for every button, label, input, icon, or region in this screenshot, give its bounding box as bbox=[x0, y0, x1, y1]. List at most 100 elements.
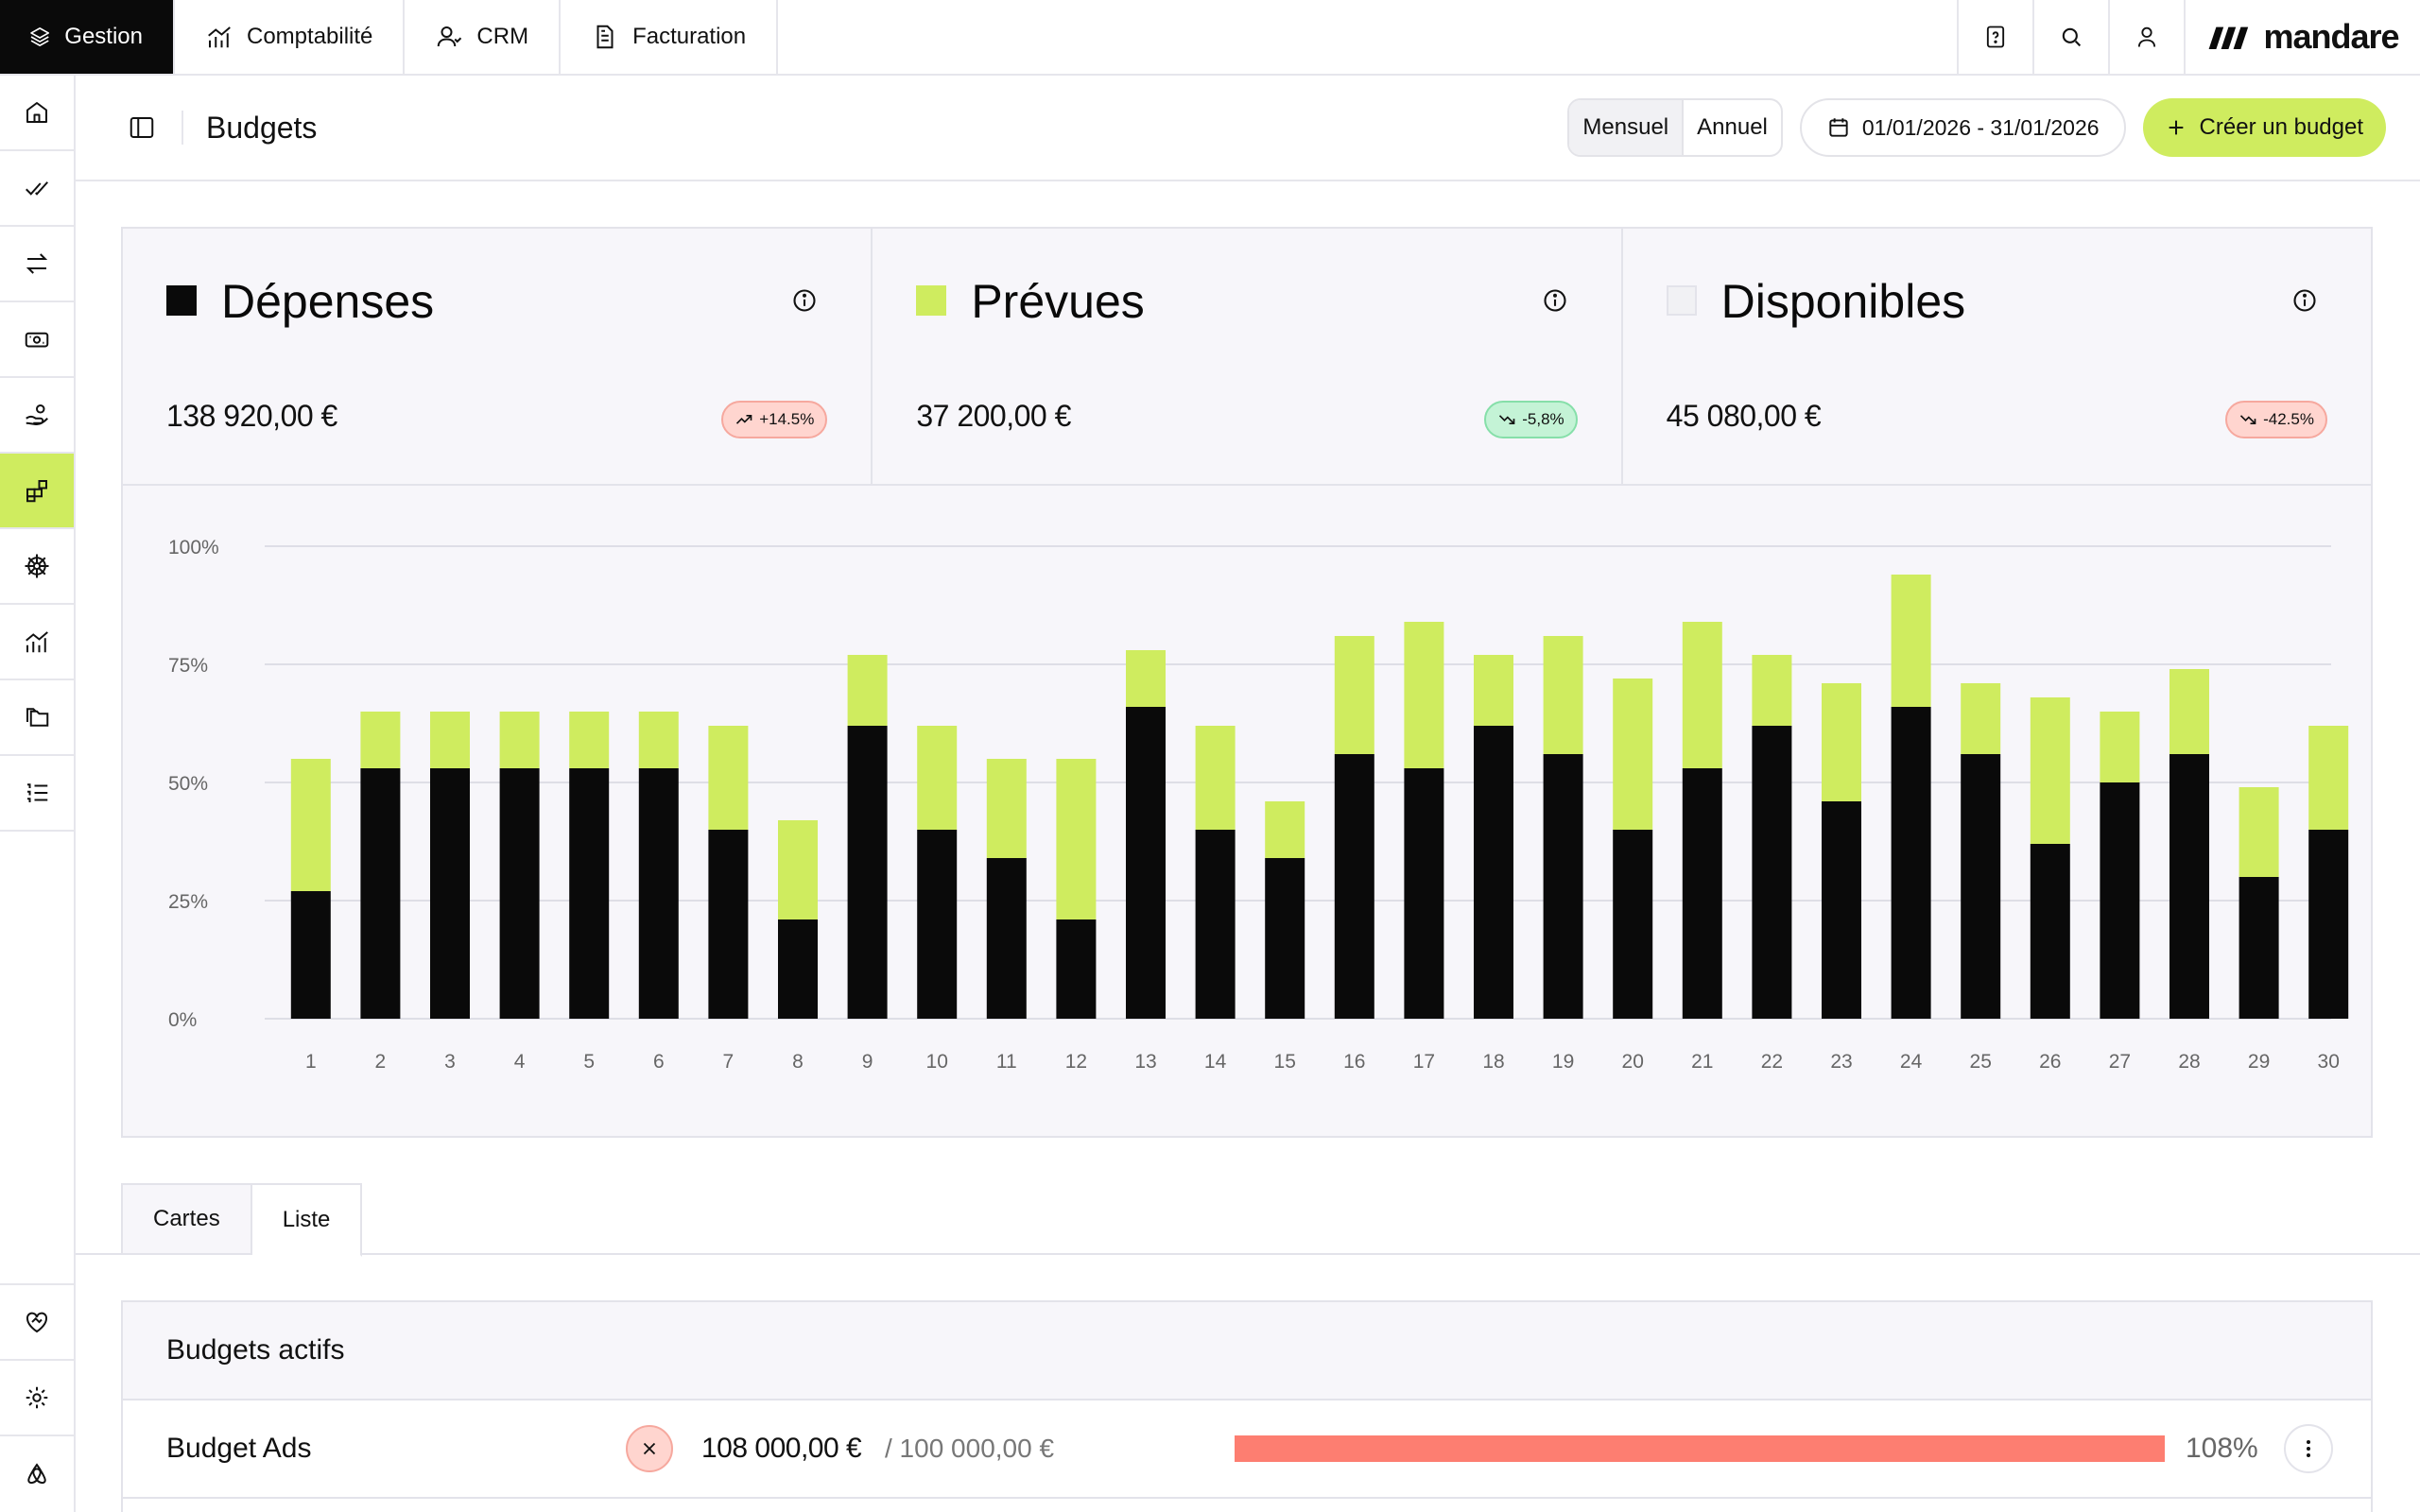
chart-bar bbox=[1891, 575, 1931, 707]
y-tick-label: 50% bbox=[168, 773, 208, 795]
chart-bar bbox=[1543, 636, 1583, 754]
tab-comptabilite[interactable]: Comptabilité bbox=[175, 0, 406, 74]
x-tick-label: 7 bbox=[723, 1051, 735, 1073]
info-icon[interactable] bbox=[1542, 287, 1568, 314]
chart-bar bbox=[290, 759, 331, 891]
sidebar-item-list[interactable] bbox=[0, 756, 74, 832]
trend-value: -5,8% bbox=[1522, 410, 1564, 428]
x-tick-label: 15 bbox=[1274, 1051, 1296, 1073]
chart-bar bbox=[847, 726, 888, 1019]
x-tick-label: 26 bbox=[2039, 1051, 2061, 1073]
create-budget-button[interactable]: Créer un budget bbox=[2142, 98, 2386, 157]
chart-bar bbox=[430, 712, 470, 768]
sidebar-item-settings[interactable] bbox=[0, 1361, 74, 1436]
period-option-yearly[interactable]: Annuel bbox=[1697, 114, 1768, 140]
chart-bar bbox=[1404, 768, 1444, 1019]
search-icon bbox=[2062, 27, 2082, 47]
trend-value: +14.5% bbox=[759, 410, 815, 428]
chart-bar bbox=[1682, 622, 1722, 768]
help-button[interactable] bbox=[1957, 0, 2032, 74]
chart-bar bbox=[2308, 830, 2349, 1019]
budget-row[interactable]: Budget Ads 108 000,00 € / 100 000,00 € 1… bbox=[123, 1400, 2371, 1499]
sidebar-item-wheel[interactable] bbox=[0, 529, 74, 605]
chart-bar bbox=[1961, 683, 2001, 754]
date-range-label: 01/01/2026 - 31/01/2026 bbox=[1861, 114, 2100, 140]
sidebar-item-folders[interactable] bbox=[0, 680, 74, 756]
y-tick-label: 0% bbox=[168, 1009, 197, 1031]
chart-bar bbox=[1613, 679, 1653, 830]
user-icon bbox=[2137, 26, 2156, 47]
active-budgets-list: Budgets actifs Budget Ads 108 000,00 € /… bbox=[121, 1300, 2373, 1512]
view-tabs: Cartes Liste bbox=[121, 1183, 363, 1257]
x-tick-label: 11 bbox=[996, 1051, 1017, 1073]
sidebar-item-budgets[interactable] bbox=[0, 454, 74, 529]
chart-bar bbox=[1265, 858, 1305, 1019]
chart-bar bbox=[1195, 726, 1236, 830]
chart-bar bbox=[430, 768, 470, 1019]
stat-card-prevues: Prévues 37 200,00 € -5,8% bbox=[873, 229, 1623, 484]
chart-bar bbox=[1752, 655, 1792, 726]
chart-bar bbox=[360, 712, 401, 768]
sidebar-item-analytics[interactable] bbox=[0, 605, 74, 680]
account-button[interactable] bbox=[2108, 0, 2184, 74]
stat-amount: 138 920,00 € bbox=[166, 399, 337, 433]
search-button[interactable] bbox=[2032, 0, 2108, 74]
info-icon[interactable] bbox=[2291, 287, 2318, 314]
x-tick-label: 10 bbox=[926, 1051, 948, 1073]
page-title: Budgets bbox=[206, 110, 318, 145]
airbnb-icon bbox=[27, 1463, 46, 1485]
date-range-picker[interactable]: 01/01/2026 - 31/01/2026 bbox=[1799, 98, 2126, 157]
trend-badge: +14.5% bbox=[721, 401, 828, 438]
x-tick-label: 6 bbox=[653, 1051, 665, 1073]
sidebar-item-transfers[interactable] bbox=[0, 227, 74, 302]
chart-bar bbox=[1334, 636, 1374, 754]
brand-name: mandare bbox=[2263, 17, 2399, 56]
tab-gestion[interactable]: Gestion bbox=[0, 0, 175, 74]
chart-bar bbox=[1752, 726, 1792, 1019]
x-tick-label: 24 bbox=[1900, 1051, 1923, 1073]
sidebar-item-support[interactable] bbox=[0, 1285, 74, 1361]
chart-bar bbox=[2030, 844, 2070, 1019]
chart-bar bbox=[708, 726, 749, 830]
chart-bar bbox=[1543, 754, 1583, 1019]
create-budget-label: Créer un budget bbox=[2199, 114, 2363, 140]
row-menu-button[interactable] bbox=[2284, 1424, 2333, 1473]
tab-cartes[interactable]: Cartes bbox=[121, 1183, 252, 1255]
sidebar-item-home[interactable] bbox=[0, 76, 74, 151]
chart-bar bbox=[1613, 830, 1653, 1019]
tab-liste[interactable]: Liste bbox=[251, 1183, 363, 1257]
panel-toggle-button[interactable] bbox=[125, 111, 159, 145]
tab-crm[interactable]: CRM bbox=[405, 0, 562, 74]
tab-label: Facturation bbox=[632, 24, 747, 49]
chart-bar bbox=[1474, 726, 1513, 1019]
chart-bar bbox=[1056, 759, 1097, 919]
chart-bar bbox=[499, 712, 540, 768]
y-tick-label: 100% bbox=[168, 537, 219, 558]
chart-bar bbox=[917, 830, 958, 1019]
x-tick-label: 9 bbox=[862, 1051, 873, 1073]
stat-amount: 37 200,00 € bbox=[916, 399, 1071, 433]
trend-badge: -5,8% bbox=[1484, 401, 1578, 438]
layers-icon bbox=[30, 27, 50, 46]
brand-logo[interactable]: mandare bbox=[2184, 0, 2420, 74]
chart-icon bbox=[208, 26, 231, 48]
mandare-logo-icon bbox=[2209, 26, 2249, 49]
chart-bar bbox=[1334, 754, 1374, 1019]
over-budget-indicator bbox=[626, 1425, 673, 1472]
chart-bar bbox=[360, 768, 401, 1019]
budget-spent: 108 000,00 € bbox=[701, 1433, 862, 1464]
x-tick-label: 27 bbox=[2109, 1051, 2131, 1073]
plus-icon bbox=[2169, 120, 2183, 135]
sidebar-item-tasks[interactable] bbox=[0, 151, 74, 227]
tab-facturation[interactable]: Facturation bbox=[561, 0, 779, 74]
info-icon[interactable] bbox=[791, 287, 818, 314]
period-option-monthly[interactable]: Mensuel bbox=[1569, 100, 1685, 155]
stat-amount: 45 080,00 € bbox=[1666, 399, 1822, 433]
chart-bar bbox=[1265, 801, 1305, 858]
sidebar-item-payments[interactable] bbox=[0, 378, 74, 454]
x-tick-label: 14 bbox=[1204, 1051, 1227, 1073]
sidebar-item-integrations[interactable] bbox=[0, 1436, 74, 1512]
sidebar-item-cash[interactable] bbox=[0, 302, 74, 378]
trend-down-icon bbox=[2240, 415, 2256, 424]
budget-progress-bar bbox=[1235, 1435, 2165, 1462]
